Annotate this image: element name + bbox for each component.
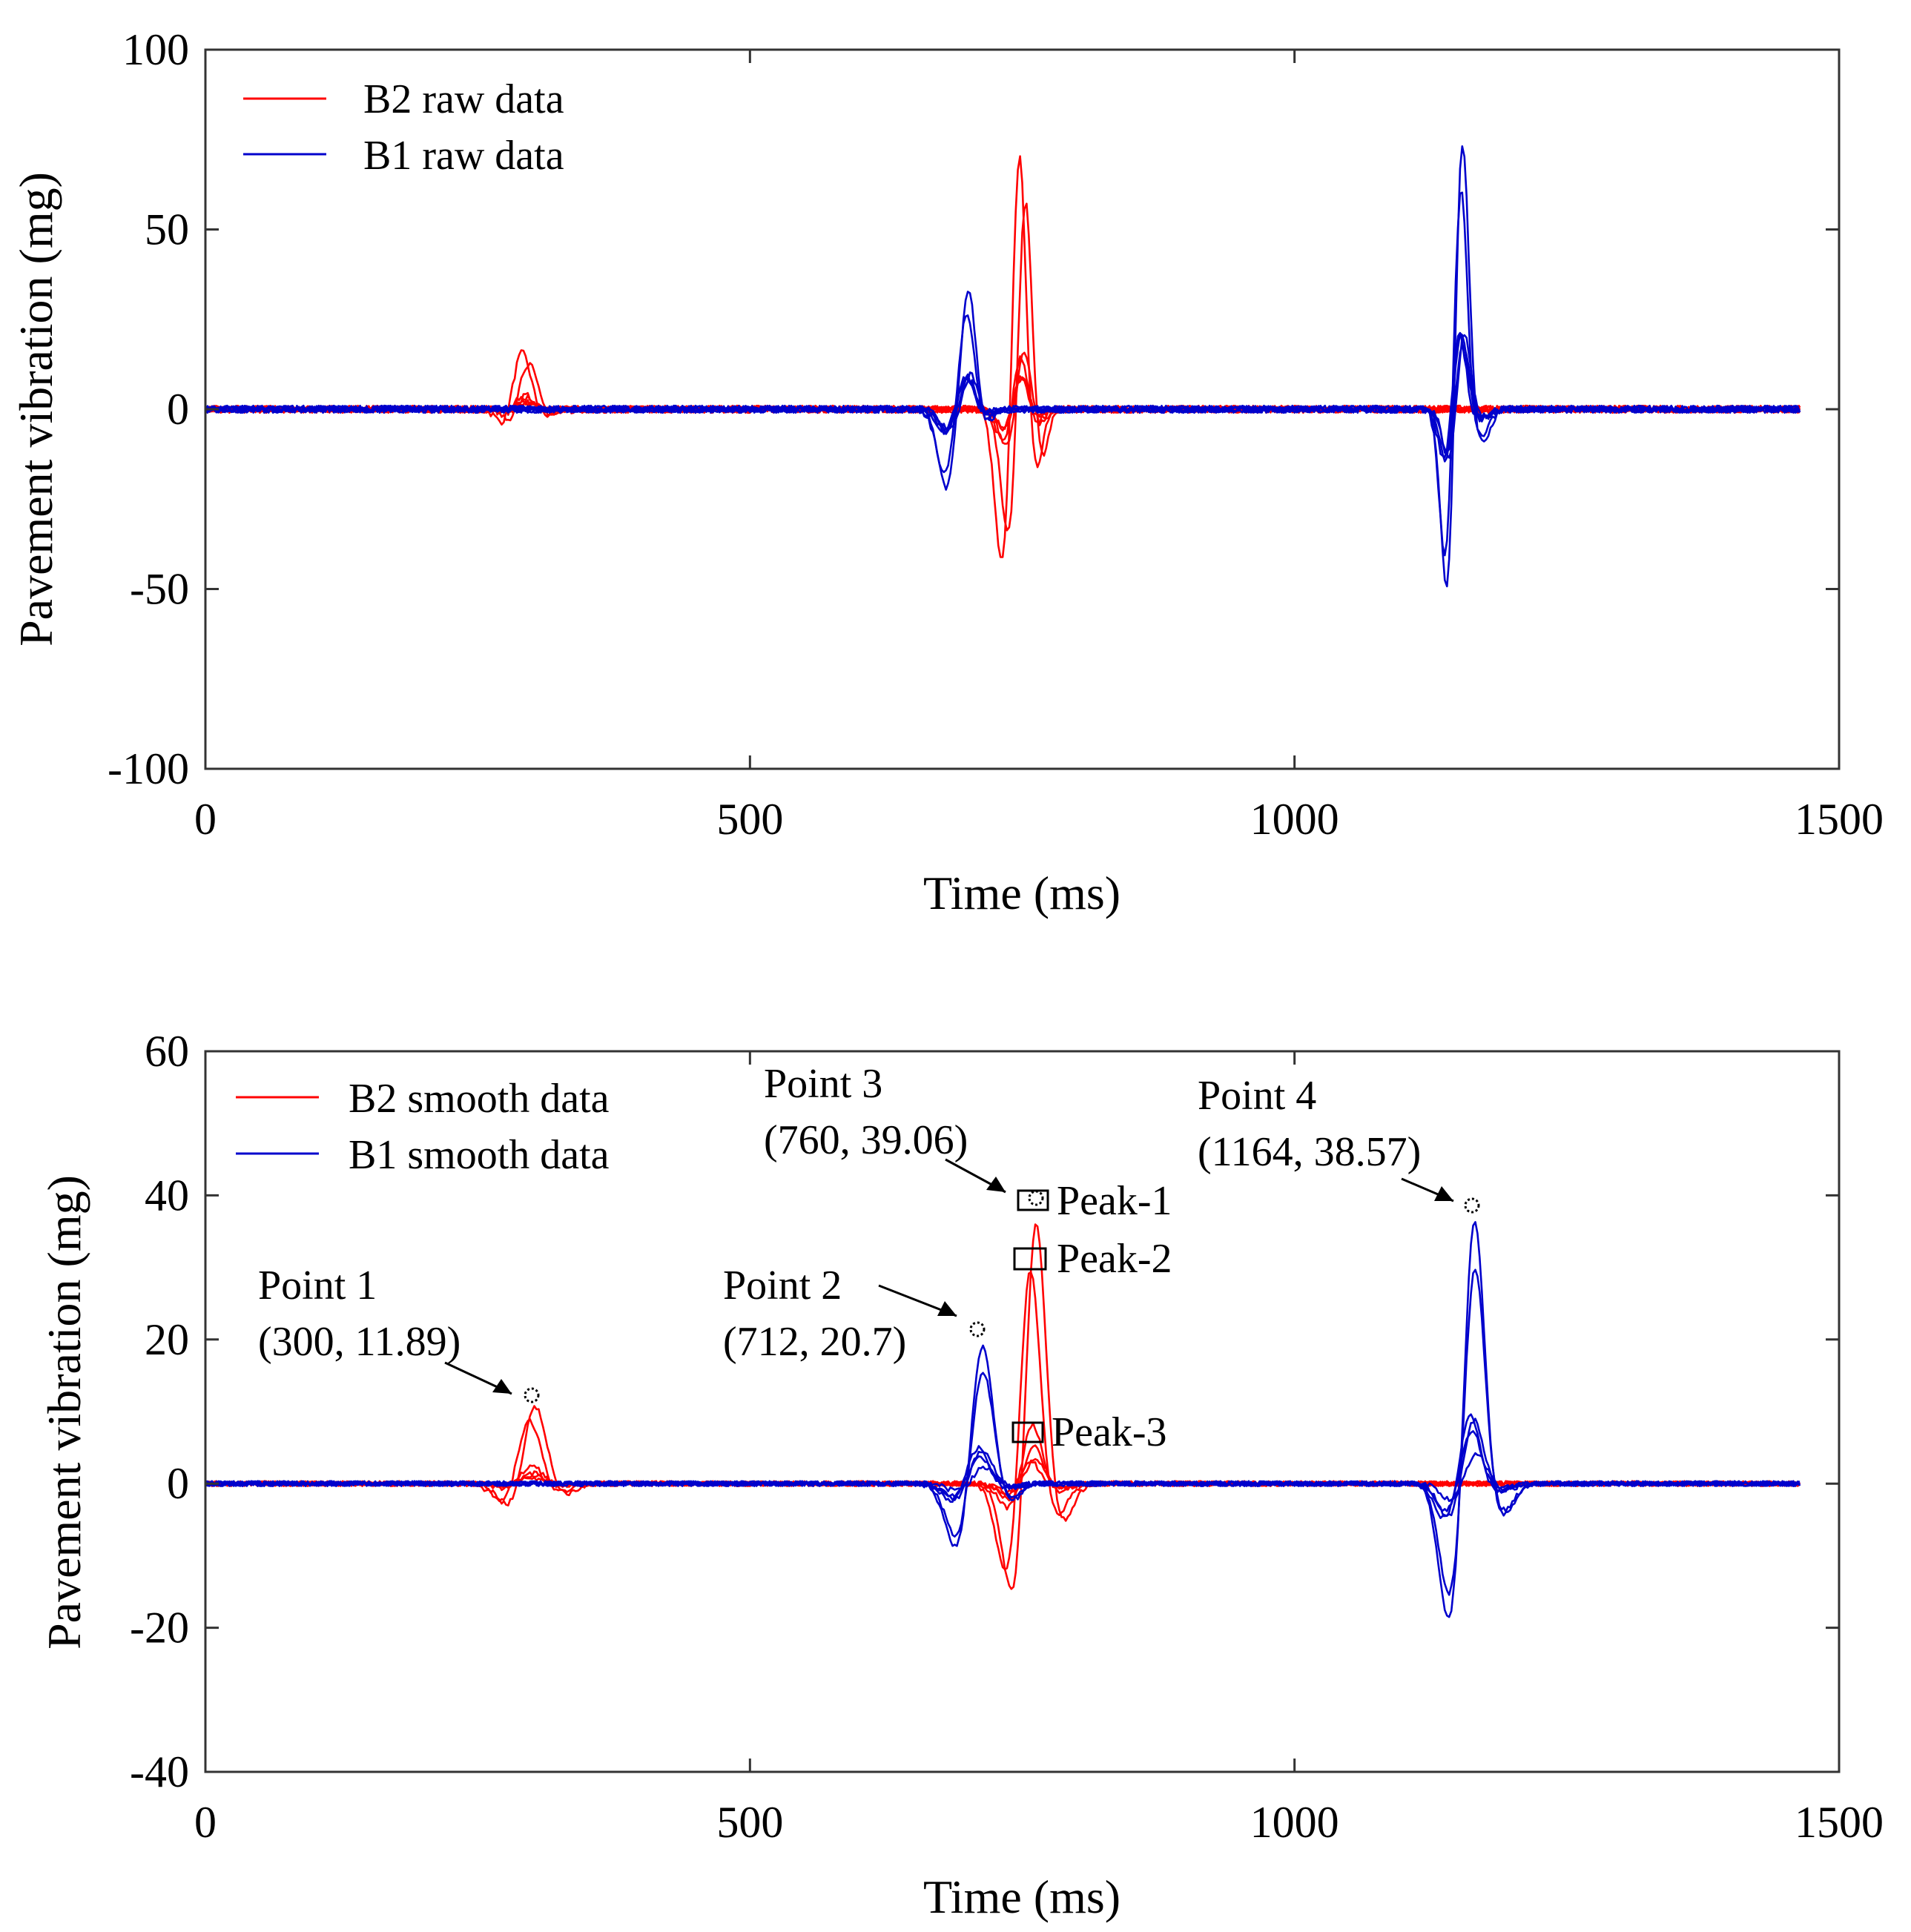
- x-tick-label: 1500: [1795, 1798, 1884, 1847]
- annotation-point-2-coords: (712, 20.7): [723, 1319, 906, 1365]
- top-series-b2-raw: [204, 155, 1801, 558]
- bottom-xlabel: Time (ms): [923, 1870, 1120, 1923]
- x-tick-label: 1000: [1250, 1798, 1339, 1847]
- top-xlabel: Time (ms): [923, 867, 1120, 919]
- y-tick-label: -20: [130, 1604, 189, 1653]
- peak-3-box: [1011, 1421, 1044, 1443]
- series-line: [205, 375, 1801, 430]
- y-tick-label: -100: [108, 744, 189, 793]
- annotation-point-3-label: Point 3: [764, 1061, 882, 1107]
- annotation-point-3-marker: [1028, 1190, 1044, 1206]
- bottom-series-b1-smooth: [205, 1221, 1801, 1618]
- annotation-point-2: Point 2 (712, 20.7): [723, 1263, 986, 1365]
- y-tick-label: 40: [145, 1171, 189, 1220]
- bottom-legend-label-b2: B2 smooth data: [349, 1076, 610, 1122]
- x-tick-label: 0: [194, 1798, 217, 1847]
- y-tick-label: 100: [122, 25, 189, 74]
- series-line: [205, 145, 1801, 588]
- bottom-ticks: 0 500 1000 1500 -40 -20 0 20 40 60: [130, 1027, 1884, 1847]
- series-line: [205, 1417, 1801, 1517]
- bottom-legend-label-b1: B1 smooth data: [349, 1132, 610, 1178]
- bottom-ylabel: Pavement vibration (mg): [38, 1175, 90, 1650]
- top-ticks: 0 500 1000 1500 -100 -50 0 50 100: [108, 25, 1884, 844]
- annotation-point-3-arrowhead: [986, 1177, 1006, 1192]
- annotation-point-1-arrowhead: [492, 1379, 512, 1394]
- annotation-point-4-coords: (1164, 38.57): [1198, 1129, 1421, 1175]
- annotation-point-4-arrowhead: [1434, 1186, 1453, 1201]
- annotation-point-1-coords: (300, 11.89): [258, 1319, 461, 1365]
- series-line: [205, 1413, 1801, 1519]
- annotation-point-4-label: Point 4: [1198, 1073, 1316, 1119]
- series-line: [205, 376, 1801, 431]
- top-legend-label-b2: B2 raw data: [363, 76, 564, 122]
- peak-3-label: Peak-3: [1052, 1409, 1167, 1455]
- y-tick-label: -40: [130, 1747, 189, 1796]
- annotation-point-4-marker: [1464, 1197, 1480, 1214]
- y-tick-label: -50: [130, 565, 189, 614]
- series-line: [205, 1271, 1801, 1570]
- chart-top: 0 500 1000 1500 -100 -50 0 50 100 Time (ms) Pave…: [10, 25, 1884, 919]
- annotation-point-1-marker: [524, 1387, 540, 1403]
- top-legend-label-b1: B1 raw data: [363, 133, 564, 179]
- y-tick-label: 60: [145, 1027, 189, 1076]
- peak-2-box: [1013, 1247, 1047, 1271]
- x-tick-label: 1000: [1250, 795, 1339, 844]
- annotation-point-3-coords: (760, 39.06): [764, 1117, 968, 1163]
- annotation-point-2-marker: [969, 1321, 986, 1337]
- annotation-point-1: Point 1 (300, 11.89): [258, 1263, 540, 1403]
- annotation-point-1-label: Point 1: [258, 1263, 377, 1309]
- series-line: [205, 1430, 1801, 1512]
- annotation-point-4: Point 4 (1164, 38.57): [1198, 1073, 1480, 1214]
- x-tick-label: 0: [194, 795, 217, 844]
- series-line: [205, 202, 1801, 532]
- series-line: [204, 1223, 1801, 1590]
- bottom-series-b2-smooth: [204, 1223, 1801, 1590]
- x-tick-label: 500: [716, 795, 783, 844]
- x-tick-label: 500: [716, 1798, 783, 1847]
- x-tick-label: 1500: [1795, 795, 1884, 844]
- top-legend: B2 raw data B1 raw data: [243, 76, 564, 179]
- peak-2: Peak-2: [1013, 1236, 1172, 1282]
- peak-1-box: [1017, 1189, 1049, 1211]
- series-line: [205, 334, 1801, 459]
- series-line: [205, 344, 1801, 453]
- top-series-b1-raw: [204, 145, 1801, 588]
- peak-2-label: Peak-2: [1057, 1236, 1172, 1282]
- chart-bottom: 0 500 1000 1500 -40 -20 0 20 40 60 Time (ms) Pave…: [38, 1027, 1884, 1923]
- peak-1: Peak-1: [1017, 1178, 1172, 1224]
- y-tick-label: 50: [145, 205, 189, 254]
- annotation-point-2-label: Point 2: [723, 1263, 842, 1309]
- y-tick-label: 0: [167, 385, 189, 434]
- peak-3: Peak-3: [1011, 1409, 1167, 1455]
- annotation-point-2-arrowhead: [937, 1301, 957, 1316]
- annotation-point-3: Point 3 (760, 39.06): [764, 1061, 1044, 1206]
- y-tick-label: 20: [145, 1315, 189, 1364]
- top-ylabel: Pavement vibration (mg): [10, 172, 62, 646]
- bottom-legend: B2 smooth data B1 smooth data: [236, 1076, 610, 1178]
- peak-1-label: Peak-1: [1057, 1178, 1172, 1224]
- bottom-plot-frame: [204, 1050, 1841, 1773]
- y-tick-label: 0: [167, 1459, 189, 1508]
